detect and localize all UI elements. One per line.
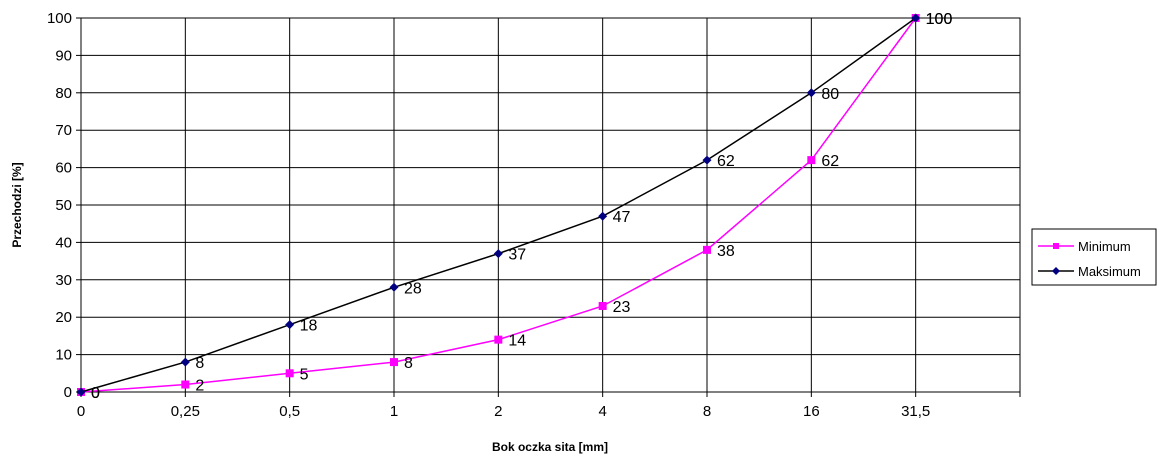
y-tick-label: 10 [55, 347, 72, 364]
point-minimum [390, 358, 398, 367]
y-tick-label: 70 [55, 122, 72, 139]
y-tick-label: 20 [55, 309, 72, 326]
data-label-minimum: 100 [926, 11, 953, 28]
data-label-minimum: 0 [91, 385, 100, 402]
y-tick-label: 80 [55, 85, 72, 102]
x-tick-label: 4 [598, 403, 606, 420]
data-label-minimum: 38 [717, 243, 735, 260]
x-tick-label: 1 [390, 403, 398, 420]
point-maksimum [493, 249, 503, 259]
y-tick-label: 60 [55, 160, 72, 177]
y-tick-label: 40 [55, 234, 72, 251]
x-tick-label: 2 [494, 403, 502, 420]
data-label-minimum: 62 [821, 153, 839, 170]
x-tick-label: 8 [703, 403, 711, 420]
x-axis-title: Bok oczka sita [mm] [492, 440, 608, 454]
point-minimum [703, 245, 711, 254]
point-maksimum [911, 13, 921, 23]
data-label-maksimum: 0 [91, 385, 100, 402]
data-label-minimum: 8 [404, 355, 413, 372]
y-tick-labels: 0 10 20 30 40 50 60 70 80 90 100 [47, 10, 81, 401]
x-tick-label: 31,5 [901, 403, 930, 420]
y-tick-label: 90 [55, 47, 72, 64]
y-tick-label: 50 [55, 197, 72, 214]
point-minimum [285, 369, 294, 378]
y-tick-label: 100 [47, 10, 72, 27]
x-tick-label: 0 [77, 403, 85, 420]
data-label-maksimum: 8 [195, 355, 204, 372]
point-minimum [598, 301, 607, 310]
data-label-minimum: 2 [195, 378, 204, 395]
data-label-maksimum: 18 [300, 318, 318, 335]
point-maksimum [702, 155, 712, 165]
x-tick-label: 0,5 [279, 403, 300, 420]
legend-box [1031, 228, 1157, 286]
data-label-maksimum: 100 [926, 11, 953, 28]
grid-lines [81, 18, 1020, 392]
data-label-maksimum: 37 [508, 247, 526, 264]
data-label-maksimum: 80 [821, 86, 839, 103]
point-minimum [181, 380, 190, 389]
y-tick-label: 30 [55, 272, 72, 289]
y-tick-label: 0 [64, 384, 72, 401]
point-maksimum [806, 88, 816, 98]
data-label-maksimum: 62 [717, 153, 735, 170]
point-maksimum [180, 357, 190, 367]
x-tick-labels: 0 0,25 0,5 1 2 4 8 16 31,5 [77, 392, 1021, 420]
series-group [76, 13, 921, 397]
data-label-minimum: 5 [300, 366, 309, 383]
data-label-maksimum: 47 [613, 209, 631, 226]
x-tick-label: 16 [803, 403, 820, 420]
point-maksimum [285, 320, 295, 330]
legend-label-maksimum: Maksimum [1078, 264, 1141, 279]
x-tick-label: 0,25 [171, 403, 200, 420]
point-maksimum [598, 211, 608, 221]
legend-marker-square [1053, 243, 1059, 249]
data-label-minimum: 23 [613, 299, 631, 316]
legend: Minimum Maksimum [1031, 228, 1157, 286]
legend-entry-maksimum: Maksimum [1038, 264, 1141, 279]
point-maksimum [389, 282, 399, 292]
data-label-minimum: 14 [508, 333, 526, 350]
legend-marker-diamond [1052, 267, 1060, 275]
data-label-maksimum: 28 [404, 280, 422, 297]
point-minimum [807, 156, 816, 165]
point-maksimum [76, 387, 86, 397]
y-axis-title: Przechodzi [%] [10, 162, 24, 247]
legend-label-minimum: Minimum [1078, 239, 1131, 254]
legend-entry-minimum: Minimum [1038, 239, 1131, 254]
point-minimum [494, 335, 503, 344]
